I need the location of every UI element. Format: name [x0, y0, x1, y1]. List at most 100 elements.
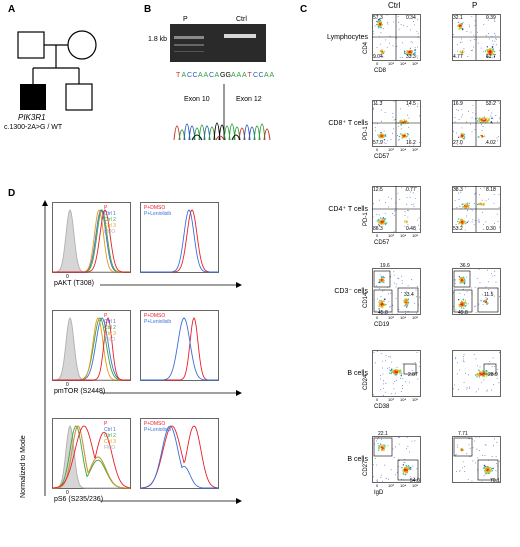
- sparse-events: [453, 14, 500, 58]
- seq-base: A: [236, 72, 242, 79]
- axis-tick: 10⁴: [400, 147, 407, 152]
- legend-entry: FMO: [104, 445, 116, 451]
- density-cluster: [404, 220, 408, 224]
- density-cluster: [458, 276, 466, 285]
- axis-tick: 10³: [388, 233, 394, 238]
- gate-percentage: 14.5: [406, 101, 416, 107]
- density-cluster: [403, 47, 417, 56]
- gate-percentage: 16.2: [406, 140, 416, 146]
- legend-entry: Ctrl 2: [104, 433, 116, 439]
- population-label: Lymphocytes: [327, 34, 368, 41]
- panel-c-label: C: [300, 4, 308, 15]
- x-axis-label: CD38: [374, 404, 390, 410]
- gate-percentage: 32.1: [453, 15, 463, 21]
- histogram-right: [140, 202, 219, 273]
- x-axis-label: CD57: [374, 240, 390, 246]
- gate-percentage: 45.8: [378, 310, 388, 316]
- histogram-right: [140, 310, 219, 381]
- density-cluster: [457, 132, 466, 140]
- x-axis-arrow: [100, 390, 242, 396]
- seq-base: A: [231, 72, 236, 79]
- gate-percentage: 28.9: [488, 372, 498, 378]
- seq-base: T: [176, 72, 181, 79]
- density-cluster: [461, 202, 470, 209]
- seq-base: G: [220, 72, 226, 79]
- gate-percentage: 53.2: [453, 226, 463, 232]
- gate-percentage: 70.1: [490, 478, 500, 484]
- gel-lane-ctrl: Ctrl: [236, 16, 247, 23]
- legend-entry: Ctrl 3: [104, 331, 116, 337]
- density-cluster: [484, 46, 496, 58]
- sparse-events: [372, 436, 421, 483]
- density-cluster: [403, 298, 410, 308]
- density-cluster: [476, 202, 485, 206]
- gate-percentage: 11.3: [373, 101, 383, 107]
- gene-label: PIK3R1: [18, 113, 46, 122]
- gate-percentage: 12.5: [373, 187, 383, 193]
- population-label: CD4⁺ T cells: [328, 206, 368, 213]
- gate-percentage: 27.0: [453, 140, 463, 146]
- axis-tick: 0: [376, 315, 379, 320]
- x-axis-label: CD19: [374, 322, 390, 328]
- density-cluster: [475, 117, 493, 124]
- scatter-plot-ctrl: [372, 100, 421, 147]
- exon-12-label: Exon 12: [236, 96, 262, 103]
- seq-base: A: [269, 72, 275, 79]
- scatter-plot-p: [452, 350, 501, 397]
- gate-percentage: 0.39: [486, 15, 496, 21]
- seq-base: A: [264, 72, 269, 79]
- density-cluster: [457, 21, 464, 31]
- axis-tick: 10³: [388, 315, 394, 320]
- legend-entry: Ctrl 3: [104, 223, 116, 229]
- legend-entry: P+Leniolisib: [144, 427, 172, 433]
- panel-d-label: D: [8, 188, 16, 199]
- axis-tick: 10³: [388, 147, 394, 152]
- tick-zero: 0: [66, 382, 69, 388]
- seq-base: C: [209, 72, 215, 79]
- axis-tick: 10⁵: [412, 61, 419, 66]
- density-cluster: [456, 218, 468, 227]
- seq-base: C: [187, 72, 193, 79]
- axis-tick: 10⁵: [412, 147, 419, 152]
- scatter-plot-p: [452, 14, 501, 61]
- axis-tick: 10⁴: [400, 233, 407, 238]
- gate-percentage: 54.0: [410, 478, 420, 484]
- histogram-right: [140, 418, 219, 489]
- axis-tick: 10³: [388, 61, 394, 66]
- axis-tick: 10³: [388, 483, 394, 488]
- gel-image: [170, 24, 266, 62]
- axis-tick: 0: [376, 233, 379, 238]
- tick-zero: 0: [66, 274, 69, 280]
- seq-base: C: [258, 72, 264, 79]
- legend-entry: Ctrl 2: [104, 325, 116, 331]
- axis-tick: 0: [376, 61, 379, 66]
- panel-a-label: A: [8, 4, 16, 15]
- gate-percentage: 33.3: [406, 54, 416, 60]
- seq-base: C: [192, 72, 198, 79]
- legend-entry: Ctrl 2: [104, 217, 116, 223]
- gate-percentage: 57.9: [373, 140, 383, 146]
- x-axis-label: IgD: [374, 490, 384, 496]
- gate-percentage: 33.4: [404, 292, 414, 298]
- gel-lane-p: P: [183, 16, 188, 23]
- chromatogram: [173, 84, 271, 141]
- legend-entry: FMO: [104, 337, 116, 343]
- gate-percentage: 7.71: [458, 431, 468, 437]
- gate-percentage: 52.2: [486, 101, 496, 107]
- gate-percentage: 0.30: [486, 226, 496, 232]
- gate-percentage: 8.18: [486, 187, 496, 193]
- x-axis-label: pmTOR (S2448): [54, 388, 106, 395]
- scatter-plot-ctrl: [372, 268, 421, 315]
- population-label: B cells: [347, 370, 368, 377]
- population-label: CD3⁻ cells: [334, 288, 368, 295]
- x-axis-arrow: [100, 498, 242, 504]
- seq-base: T: [247, 72, 252, 79]
- gate-percentage: 0.34: [406, 15, 416, 21]
- scatter-plot-p: [452, 268, 501, 315]
- tick-zero: 0: [66, 490, 69, 496]
- sparse-events: [372, 350, 421, 397]
- density-cluster: [477, 134, 486, 139]
- density-cluster: [377, 443, 386, 452]
- axis-tick: 0: [376, 147, 379, 152]
- axis-tick: 0: [376, 397, 379, 402]
